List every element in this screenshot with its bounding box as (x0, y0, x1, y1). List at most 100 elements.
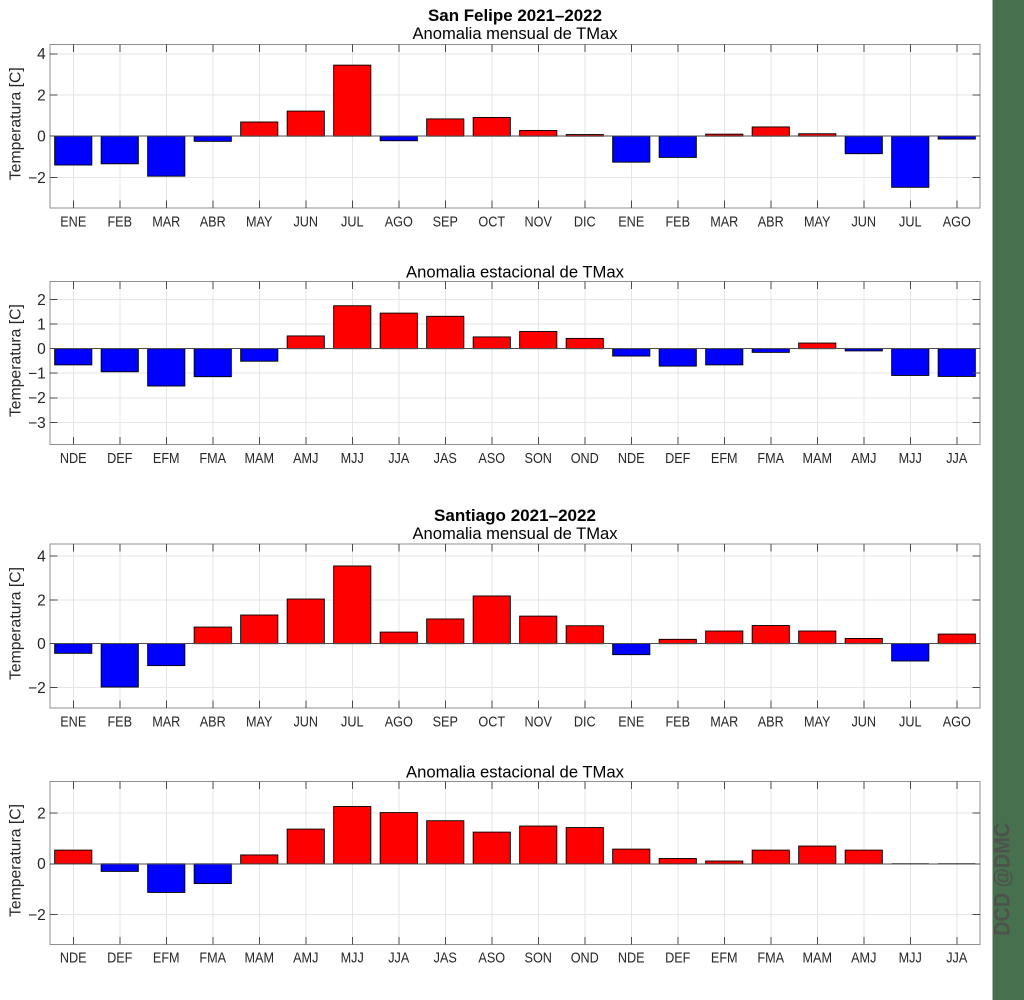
svg-text:DIC: DIC (574, 713, 596, 730)
svg-text:2: 2 (37, 592, 46, 609)
svg-text:FMA: FMA (199, 450, 226, 467)
svg-text:EFM: EFM (711, 450, 738, 467)
svg-text:EFM: EFM (153, 450, 180, 467)
svg-text:NOV: NOV (525, 713, 552, 730)
svg-text:−2: −2 (28, 170, 46, 187)
svg-text:AMJ: AMJ (293, 949, 318, 966)
svg-text:−2: −2 (28, 907, 46, 924)
svg-text:AMJ: AMJ (293, 450, 318, 467)
svg-text:DIC: DIC (574, 213, 596, 230)
svg-text:NDE: NDE (60, 450, 87, 467)
svg-text:2: 2 (37, 292, 46, 309)
svg-text:0: 0 (37, 636, 46, 653)
svg-text:−3: −3 (28, 415, 46, 432)
svg-text:DEF: DEF (107, 450, 132, 467)
svg-text:FMA: FMA (757, 949, 784, 966)
svg-text:SEP: SEP (433, 213, 458, 230)
svg-text:OCT: OCT (478, 713, 505, 730)
svg-text:4: 4 (37, 549, 46, 566)
svg-text:EFM: EFM (153, 949, 180, 966)
svg-text:FEB: FEB (665, 213, 690, 230)
svg-text:San Felipe 2021–2022: San Felipe 2021–2022 (428, 7, 602, 25)
svg-text:JUN: JUN (293, 213, 318, 230)
svg-text:AMJ: AMJ (851, 450, 876, 467)
svg-text:OND: OND (571, 450, 599, 467)
svg-text:Anomalia estacional de TMax: Anomalia estacional de TMax (406, 264, 624, 282)
svg-text:NDE: NDE (618, 949, 645, 966)
svg-text:0: 0 (37, 856, 46, 873)
svg-text:0: 0 (37, 341, 46, 358)
svg-text:−2: −2 (28, 390, 46, 407)
svg-text:ENE: ENE (618, 713, 644, 730)
svg-text:ASO: ASO (478, 450, 505, 467)
svg-text:FEB: FEB (107, 713, 132, 730)
svg-text:FEB: FEB (107, 213, 132, 230)
svg-text:JUL: JUL (899, 213, 922, 230)
svg-text:ABR: ABR (758, 713, 784, 730)
svg-text:MAM: MAM (245, 949, 275, 966)
svg-text:JAS: JAS (434, 949, 457, 966)
svg-text:AGO: AGO (943, 213, 971, 230)
svg-text:MAY: MAY (246, 713, 273, 730)
svg-text:JJA: JJA (388, 450, 409, 467)
svg-text:4: 4 (37, 46, 46, 63)
svg-text:SEP: SEP (433, 713, 458, 730)
svg-text:ENE: ENE (60, 713, 86, 730)
svg-text:Anomalia mensual de TMax: Anomalia mensual de TMax (413, 25, 618, 43)
svg-text:JJA: JJA (946, 450, 967, 467)
svg-text:MAR: MAR (710, 213, 738, 230)
svg-text:MAR: MAR (710, 713, 738, 730)
svg-text:NOV: NOV (525, 213, 552, 230)
svg-text:ENE: ENE (60, 213, 86, 230)
svg-text:JUL: JUL (341, 713, 364, 730)
svg-text:DCD @DMC: DCD @DMC (990, 823, 1015, 936)
svg-text:ABR: ABR (758, 213, 784, 230)
svg-text:MAR: MAR (152, 213, 180, 230)
svg-text:DEF: DEF (665, 450, 690, 467)
svg-text:DEF: DEF (665, 949, 690, 966)
svg-text:MJJ: MJJ (899, 949, 922, 966)
svg-text:NDE: NDE (618, 450, 645, 467)
svg-text:JAS: JAS (434, 450, 457, 467)
svg-text:−2: −2 (28, 680, 46, 697)
svg-text:MAY: MAY (804, 213, 831, 230)
svg-text:JUL: JUL (899, 713, 922, 730)
svg-text:OCT: OCT (478, 213, 505, 230)
svg-text:Santiago 2021–2022: Santiago 2021–2022 (434, 507, 596, 525)
svg-text:ENE: ENE (618, 213, 644, 230)
svg-text:ABR: ABR (200, 713, 226, 730)
svg-text:MAM: MAM (245, 450, 275, 467)
svg-text:MAY: MAY (804, 713, 831, 730)
svg-text:NDE: NDE (60, 949, 87, 966)
svg-text:Temperatura [C]: Temperatura [C] (8, 804, 25, 917)
svg-text:AMJ: AMJ (851, 949, 876, 966)
svg-text:ABR: ABR (200, 213, 226, 230)
svg-text:Anomalia mensual de TMax: Anomalia mensual de TMax (413, 525, 618, 543)
svg-text:AGO: AGO (385, 713, 413, 730)
svg-text:JUL: JUL (341, 213, 364, 230)
svg-text:FMA: FMA (199, 949, 226, 966)
svg-text:AGO: AGO (943, 713, 971, 730)
svg-text:JJA: JJA (946, 949, 967, 966)
svg-text:SON: SON (525, 450, 552, 467)
svg-text:AGO: AGO (385, 213, 413, 230)
svg-text:MJJ: MJJ (341, 450, 364, 467)
svg-text:Temperatura [C]: Temperatura [C] (8, 567, 25, 680)
svg-text:Temperatura [C]: Temperatura [C] (8, 67, 25, 180)
svg-text:MJJ: MJJ (341, 949, 364, 966)
svg-text:JUN: JUN (293, 713, 318, 730)
svg-text:JJA: JJA (388, 949, 409, 966)
svg-text:MAM: MAM (803, 949, 833, 966)
svg-text:SON: SON (525, 949, 552, 966)
svg-text:MAY: MAY (246, 213, 273, 230)
svg-text:OND: OND (571, 949, 599, 966)
svg-text:MAM: MAM (803, 450, 833, 467)
svg-text:JUN: JUN (851, 213, 876, 230)
svg-text:−1: −1 (28, 366, 46, 383)
svg-text:JUN: JUN (851, 713, 876, 730)
svg-text:ASO: ASO (478, 949, 505, 966)
svg-text:0: 0 (37, 129, 46, 146)
svg-text:MAR: MAR (152, 713, 180, 730)
svg-text:FEB: FEB (665, 713, 690, 730)
svg-text:2: 2 (37, 806, 46, 823)
